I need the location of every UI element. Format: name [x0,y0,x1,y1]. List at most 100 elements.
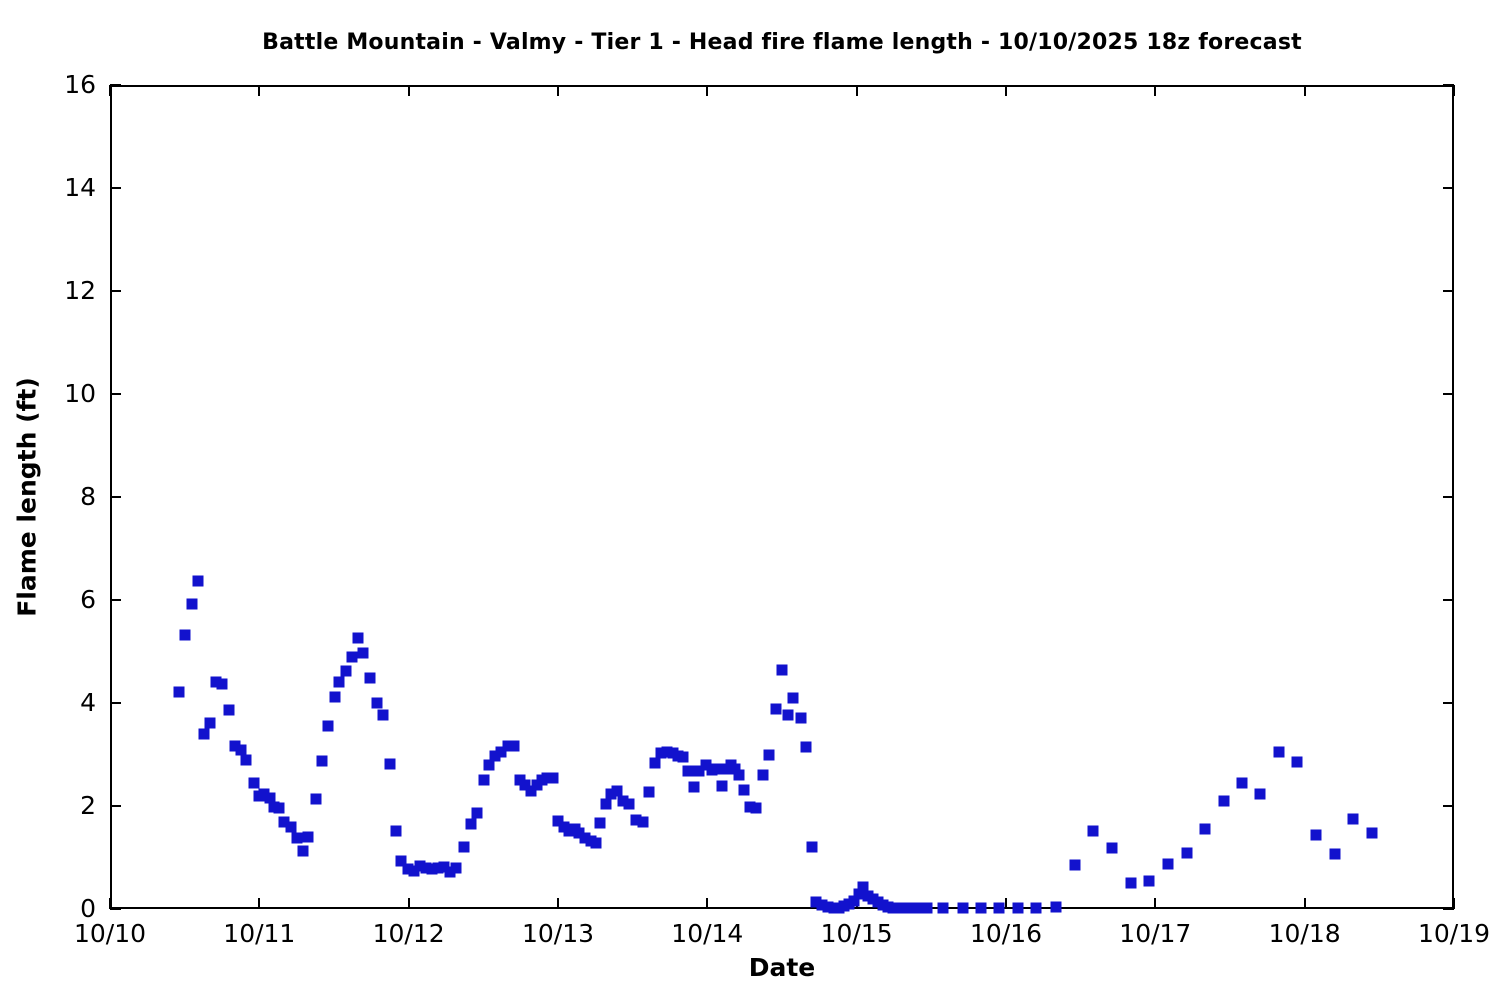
x-tick-mirror [855,85,858,96]
x-tick [1453,898,1455,909]
data-point [1218,795,1230,807]
y-tick-label: 10 [64,379,96,408]
data-point [1162,858,1174,870]
data-point [1069,859,1081,871]
data-point [672,750,684,762]
data-point [1199,823,1211,835]
x-axis-label: Date [748,953,816,982]
x-tick-label: 10/12 [372,919,445,948]
data-point [623,798,635,810]
y-tick [110,393,121,395]
x-tick-mirror [1303,85,1306,96]
data-point [1273,746,1285,758]
data-point [285,821,297,833]
data-point [310,793,322,805]
data-point [716,780,728,792]
data-point [1310,829,1322,841]
data-point [643,786,655,798]
data-point [179,629,191,640]
data-point [738,784,750,796]
data-point [915,902,927,914]
data-point [552,815,564,827]
data-point [471,807,483,819]
y-tick-mirror [1443,599,1454,601]
data-point [229,740,241,752]
data-point [975,902,987,914]
x-tick-label: 10/18 [1268,919,1341,948]
y-tick-mirror [1443,187,1454,189]
data-point [478,774,490,786]
data-point [291,832,303,844]
y-tick-mirror [1443,908,1454,910]
data-point [541,772,553,784]
data-point [438,861,450,873]
data-point [414,860,426,872]
data-point [898,902,910,914]
data-point [210,676,222,688]
y-tick-label: 8 [80,482,96,511]
data-point [1106,842,1118,854]
y-tick-label: 2 [80,791,96,820]
y-tick [110,599,121,601]
data-point [733,769,745,781]
data-point [371,697,383,709]
data-point [605,788,617,800]
data-point [729,763,741,775]
data-point [1291,756,1303,768]
data-point [1030,902,1042,914]
data-point [357,647,369,659]
data-point [782,709,794,721]
data-point [402,863,414,875]
data-point [637,816,649,828]
data-point [223,704,235,716]
data-point [1254,788,1266,800]
data-point [655,747,667,759]
x-tick-mirror [1154,85,1157,96]
data-point [700,759,712,771]
y-tick-label: 14 [64,173,96,202]
y-tick-label: 12 [64,276,96,305]
data-point [395,855,407,867]
data-point [848,895,860,907]
data-point [235,744,247,756]
data-point [390,825,402,837]
data-point [384,758,396,770]
data-point [502,740,514,752]
y-tick-mirror [1443,702,1454,704]
data-point [1050,901,1062,913]
chart-title: Battle Mountain - Valmy - Tier 1 - Head … [262,30,1302,55]
x-tick-label: 10/11 [223,919,296,948]
x-tick-mirror [407,85,410,96]
plot-area [110,85,1454,909]
y-tick-mirror [1443,393,1454,395]
data-point [750,802,762,814]
x-tick-mirror [1453,85,1455,96]
x-tick [706,898,709,909]
y-tick-label: 16 [64,70,96,99]
data-point [822,901,834,913]
data-point [921,902,933,914]
data-point [887,902,899,914]
x-tick-mirror [706,85,709,96]
data-point [240,754,252,766]
data-point [258,788,270,800]
data-point [264,792,276,804]
x-tick-mirror [258,85,261,96]
data-point [693,765,705,777]
data-point [594,817,606,829]
data-point [316,755,328,767]
x-tick-label: 10/19 [1417,919,1491,948]
x-tick-mirror [557,85,559,96]
data-point [364,672,376,684]
data-point [688,781,700,793]
data-point [810,896,822,908]
data-point [828,902,840,914]
data-point [1366,827,1378,839]
data-point [770,703,782,715]
data-point [278,816,290,828]
data-point [744,801,756,813]
data-point [617,795,628,807]
data-point [495,746,507,758]
y-tick [110,908,121,910]
